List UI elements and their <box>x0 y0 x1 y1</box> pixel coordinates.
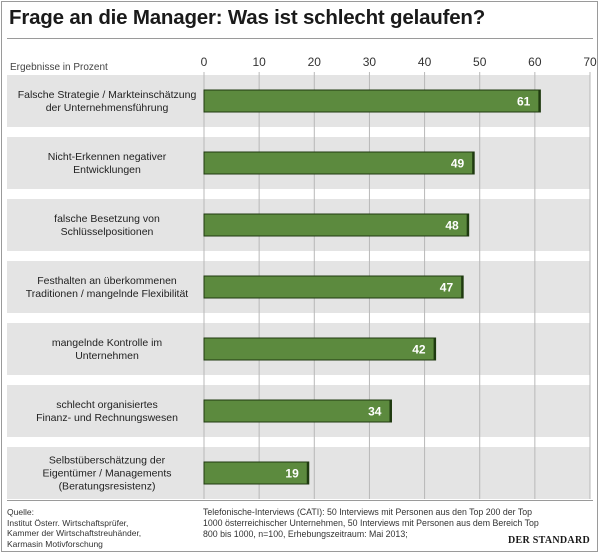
source-line: Quelle: <box>7 507 34 517</box>
x-tick-label: 60 <box>528 55 542 69</box>
source-line: Institut Österr. Wirtschaftsprüfer, <box>7 517 129 528</box>
bar <box>203 399 392 423</box>
bar-edge <box>306 462 309 484</box>
category-label: Finanz- und Rechnungswesen <box>36 412 178 424</box>
bar <box>203 337 437 361</box>
bar-edge <box>472 152 475 174</box>
category-label: Schlüsselpositionen <box>61 226 154 238</box>
category-label: Traditionen / mangelnde Flexibilität <box>26 288 189 300</box>
x-tick-label: 20 <box>308 55 322 69</box>
category-label: schlecht organisiertes <box>56 399 158 411</box>
category-label: Eigentümer / Managements <box>43 468 172 480</box>
source-note: Quelle: Institut Österr. Wirtschaftsprüfe… <box>7 507 177 549</box>
bar <box>203 151 475 175</box>
methodology-note: Telefonische-Interviews (CATI): 50 Inter… <box>203 507 539 539</box>
bar-value-label: 61 <box>517 95 531 109</box>
footer-divider <box>7 500 593 501</box>
bar <box>203 89 541 113</box>
bar-value-label: 19 <box>285 467 299 481</box>
category-label: falsche Besetzung von <box>54 213 160 225</box>
category-label: Entwicklungen <box>73 164 141 176</box>
source-line: Karmasin Motivforschung <box>7 538 103 549</box>
category-label: mangelnde Kontrolle im <box>52 337 163 349</box>
category-label: Selbstüberschätzung der <box>49 455 166 467</box>
bar-value-label: 48 <box>445 219 459 233</box>
category-label: Falsche Strategie / Markteinschätzung <box>18 89 197 101</box>
source-line: Kammer der Wirtschaftstreuhänder, <box>7 528 142 539</box>
x-tick-label: 70 <box>583 55 597 69</box>
category-label: Unternehmen <box>75 350 139 362</box>
axis-unit-label: Ergebnisse in Prozent <box>10 62 108 73</box>
bar-edge <box>466 214 469 236</box>
x-tick-label: 30 <box>363 55 377 69</box>
x-tick-label: 10 <box>252 55 266 69</box>
bar-edge <box>433 338 436 360</box>
x-tick-label: 40 <box>418 55 432 69</box>
bar-value-label: 34 <box>368 405 382 419</box>
publisher-logo: DER STANDARD <box>507 535 590 546</box>
bar <box>203 213 470 237</box>
category-label: (Beratungsresistenz) <box>59 481 156 493</box>
category-label: Festhalten an überkommenen <box>37 275 177 287</box>
bar <box>203 275 464 299</box>
bar-value-label: 42 <box>412 343 426 357</box>
bar-value-label: 47 <box>440 281 454 295</box>
bar-edge <box>538 90 541 112</box>
category-label: Nicht-Erkennen negativer <box>48 151 167 163</box>
bar-value-label: 49 <box>451 157 465 171</box>
title-divider <box>7 38 593 39</box>
bar-edge <box>461 276 464 298</box>
category-label: der Unternehmensführung <box>46 102 169 114</box>
x-tick-label: 0 <box>201 55 208 69</box>
x-tick-label: 50 <box>473 55 487 69</box>
chart-title: Frage an die Manager: Was ist schlecht g… <box>9 6 486 29</box>
bar-edge <box>389 400 392 422</box>
